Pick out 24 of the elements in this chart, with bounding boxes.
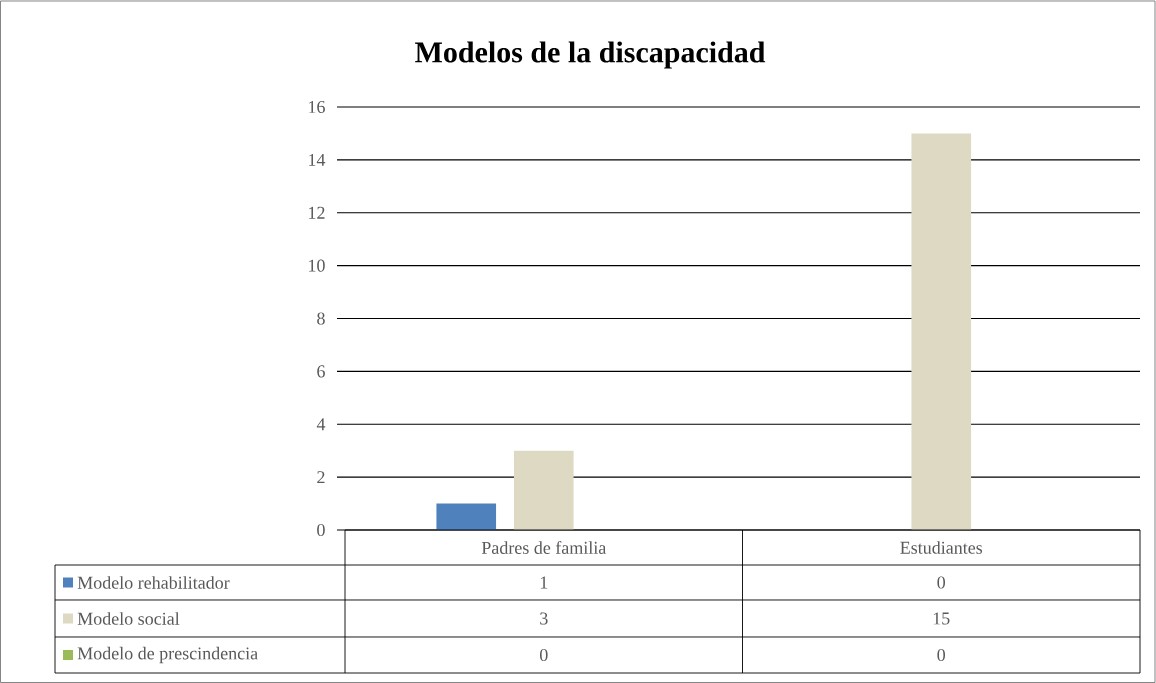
legend-label: Modelo social <box>77 612 180 625</box>
y-tick-label: 10 <box>309 259 325 272</box>
y-tick-label: 6 <box>317 365 325 378</box>
legend-label: Modelo de prescindencia <box>77 646 258 664</box>
legend-label: Modelo rehabilitador <box>77 576 230 589</box>
data-label: 15 <box>933 612 950 625</box>
bar <box>911 133 972 530</box>
y-tick-label: 8 <box>317 312 325 325</box>
y-tick-label: 16 <box>309 100 325 114</box>
bar <box>513 450 574 530</box>
x-tick-label: Estudiantes <box>900 541 983 554</box>
data-label: 1 <box>540 576 548 589</box>
y-tick-label: 4 <box>316 418 326 431</box>
x-tick-label: Padres de familia <box>481 541 607 554</box>
y-tick-label: 14 <box>309 153 326 166</box>
bar <box>436 503 497 530</box>
y-tick-label: 0 <box>317 523 325 537</box>
data-label: 0 <box>937 576 946 589</box>
data-label: 3 <box>540 612 548 625</box>
y-tick-label: 12 <box>309 206 325 219</box>
data-label: 0 <box>937 648 946 662</box>
y-tick-label: 2 <box>317 471 325 484</box>
chart-title: Modelos de la discapacidad <box>415 41 766 69</box>
data-label: 0 <box>540 648 548 662</box>
